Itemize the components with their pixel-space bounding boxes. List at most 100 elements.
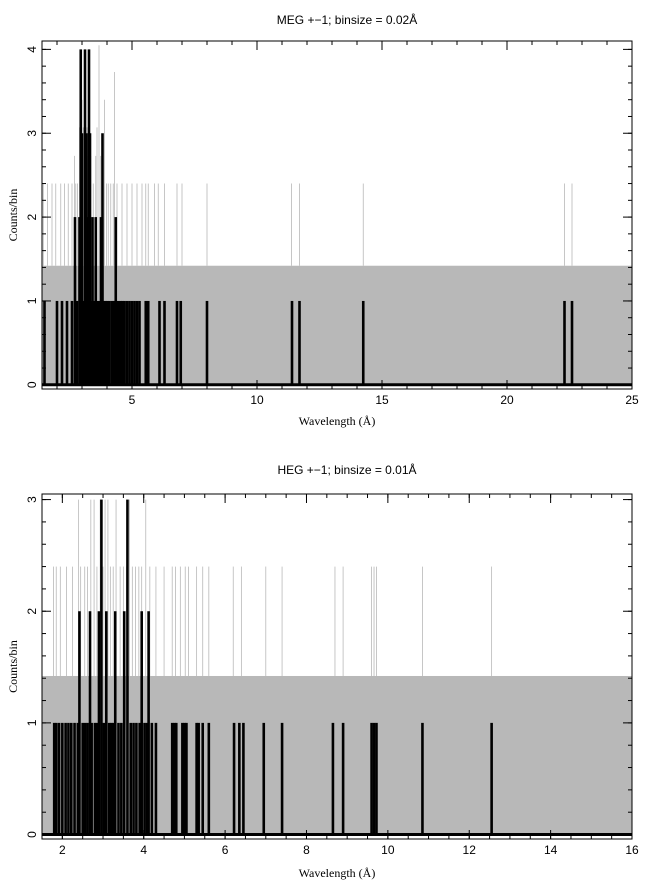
data-bar [125, 300, 129, 385]
data-bar [69, 722, 73, 835]
data-bar [135, 300, 139, 385]
data-bar [113, 611, 117, 835]
data-bar [96, 300, 99, 385]
data-bar [65, 300, 69, 385]
data-bar [290, 300, 294, 385]
data-bar [122, 611, 126, 835]
data-bar [102, 722, 106, 835]
y-tick-label: 0 [25, 831, 39, 838]
chart-title: HEG +−1; binsize = 0.01Å [277, 462, 416, 477]
data-bar [135, 722, 138, 835]
data-bar [61, 722, 64, 835]
x-tick-label: 10 [250, 393, 264, 407]
data-bar [43, 300, 46, 385]
data-bar [114, 217, 118, 385]
data-bar [563, 300, 566, 385]
data-bar [140, 611, 143, 835]
data-bar [121, 300, 124, 385]
data-bar [421, 722, 424, 835]
data-bar [143, 722, 146, 835]
data-bar [73, 217, 77, 385]
data-bar [93, 722, 97, 835]
data-bar [132, 722, 135, 835]
data-bar [150, 722, 154, 835]
x-tick-label: 6 [222, 843, 229, 857]
data-bar [341, 722, 345, 835]
data-bar [158, 300, 161, 385]
y-tick-label: 4 [25, 46, 39, 53]
data-bar [60, 300, 64, 385]
data-bar [207, 722, 211, 835]
y-tick-label: 0 [25, 381, 39, 388]
data-bar [88, 611, 92, 835]
data-bar [185, 722, 188, 835]
data-bar [55, 300, 59, 385]
data-bar [104, 611, 108, 835]
data-bar [104, 300, 108, 385]
data-bar [174, 722, 178, 835]
data-bar [280, 722, 284, 835]
data-bar [54, 722, 58, 835]
data-bar [175, 300, 179, 385]
data-bar [119, 300, 123, 385]
data-bar [116, 300, 120, 385]
data-bar [138, 722, 141, 835]
data-bar [99, 217, 103, 385]
data-bar [375, 722, 378, 835]
data-bar [100, 499, 103, 835]
data-bar [81, 300, 85, 385]
x-tick-label: 16 [625, 843, 639, 857]
data-bar [64, 722, 67, 835]
y-tick-label: 2 [25, 608, 39, 615]
x-tick-label: 20 [500, 393, 514, 407]
data-bar [144, 300, 148, 385]
y-axis-label: Counts/bin [6, 189, 20, 242]
data-bar [117, 722, 120, 835]
plot-frame [41, 493, 633, 840]
data-bar [183, 722, 186, 835]
data-bar [73, 722, 76, 835]
plot-frame [41, 40, 633, 390]
data-bar [170, 722, 174, 835]
data-bar [94, 217, 98, 385]
data-bar [97, 611, 101, 835]
data-bar [146, 300, 150, 385]
data-bar [52, 722, 56, 835]
x-axis-label: Wavelength (Å) [299, 414, 376, 428]
data-bar [238, 722, 241, 835]
x-tick-label: 4 [140, 843, 147, 857]
data-bar [98, 300, 101, 385]
data-bar [262, 722, 266, 835]
data-bar [111, 722, 115, 835]
data-bar [102, 300, 106, 385]
data-bar [106, 300, 109, 385]
x-tick-label: 14 [544, 843, 558, 857]
data-bar [75, 300, 79, 385]
data-bar [110, 300, 114, 385]
data-bar [70, 300, 74, 385]
x-tick-label: 2 [59, 843, 66, 857]
data-bar [133, 300, 136, 385]
data-bar [91, 217, 94, 385]
data-bar [570, 300, 574, 385]
x-tick-label: 15 [375, 393, 389, 407]
data-bar [107, 722, 111, 835]
data-bar [130, 300, 134, 385]
data-bar [181, 722, 184, 835]
data-bar [81, 722, 84, 835]
data-bar [197, 722, 200, 835]
data-bar [128, 300, 131, 385]
data-bar [90, 722, 93, 835]
data-bar [298, 300, 301, 385]
data-bar [205, 300, 209, 385]
y-tick-label: 3 [25, 496, 39, 503]
data-bar [80, 133, 84, 385]
data-bar [120, 722, 123, 835]
data-bar [163, 300, 166, 385]
x-axis-label: Wavelength (Å) [299, 866, 376, 880]
x-tick-label: 5 [129, 393, 136, 407]
data-bar [112, 300, 116, 385]
data-bar [123, 300, 126, 385]
data-bar [179, 300, 183, 385]
